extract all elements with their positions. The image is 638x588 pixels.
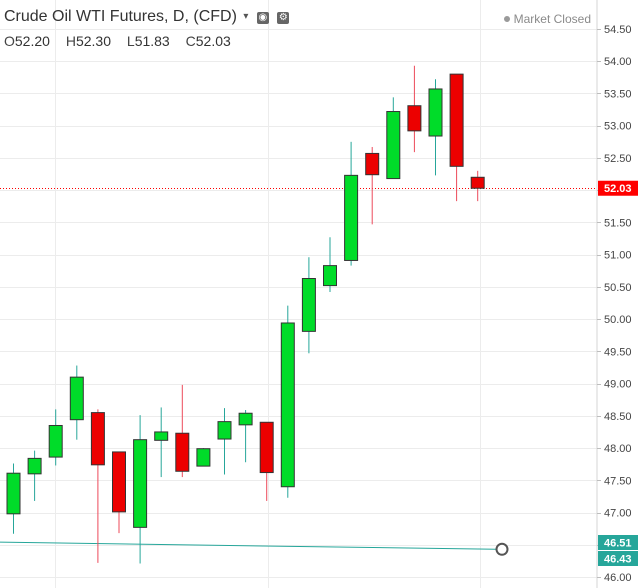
- y-tick-label: 50.50: [604, 282, 632, 294]
- y-tick-label: 47.00: [604, 508, 632, 520]
- y-tick-label: 52.50: [604, 153, 632, 165]
- trend-line[interactable]: [0, 541, 509, 556]
- trend-line-handle[interactable]: [495, 542, 509, 556]
- candle-body: [344, 174, 359, 261]
- market-status: Market Closed: [503, 12, 591, 26]
- low-label: L: [126, 33, 135, 49]
- candle[interactable]: [175, 384, 190, 478]
- candle-body: [112, 451, 126, 513]
- candle[interactable]: [154, 407, 169, 478]
- y-tick-label: 47.50: [604, 475, 632, 487]
- candle[interactable]: [27, 450, 42, 501]
- candle-body: [259, 421, 274, 474]
- y-tick-label: 50.00: [604, 314, 632, 326]
- candle-body: [365, 152, 380, 176]
- chevron-down-icon[interactable]: ▾: [243, 11, 249, 22]
- candle-body: [323, 265, 337, 287]
- candle[interactable]: [386, 97, 401, 180]
- y-tick-label: 53.00: [604, 121, 632, 133]
- candle[interactable]: [217, 408, 232, 475]
- trendline-label-bottom-text: 46.43: [604, 554, 632, 566]
- price-labels: 52.03 46.51 46.43: [598, 180, 638, 566]
- candle-body: [90, 412, 105, 466]
- last-price-label-bg: [598, 180, 638, 196]
- low-value: 51.83: [134, 33, 170, 49]
- chart-title: Crude Oil WTI Futures, D, (CFD): [4, 8, 237, 25]
- candle[interactable]: [133, 415, 148, 564]
- candle[interactable]: [259, 421, 274, 501]
- y-tick-label: 48.50: [604, 411, 632, 423]
- candle[interactable]: [90, 409, 105, 563]
- candle-body: [48, 424, 63, 458]
- y-tick-label: 48.00: [604, 443, 632, 455]
- open-value: 52.20: [14, 33, 50, 49]
- candle-body: [280, 322, 295, 488]
- trendline-label-top: 46.51: [598, 535, 638, 550]
- ohlc-values: O52.20 H52.30 L51.83 C52.03: [4, 33, 243, 49]
- candle-body: [449, 73, 464, 167]
- candle-body: [6, 472, 21, 515]
- open-label: O: [4, 33, 15, 49]
- close-label: C: [185, 33, 196, 49]
- candle[interactable]: [69, 365, 84, 440]
- status-dot-icon: [503, 16, 510, 22]
- candle[interactable]: [112, 451, 126, 534]
- candle[interactable]: [323, 237, 337, 293]
- eye-icon[interactable]: ◉: [256, 12, 269, 24]
- candle[interactable]: [238, 410, 253, 463]
- grid: [0, 0, 597, 588]
- y-tick-label: 46.00: [604, 572, 632, 584]
- y-tick-label: 51.50: [604, 217, 632, 229]
- candle[interactable]: [301, 257, 316, 354]
- candle-body: [27, 457, 42, 475]
- y-tick-label: 54.50: [604, 24, 632, 36]
- candle-body: [386, 111, 401, 180]
- candle-body: [470, 176, 485, 189]
- trendline-label-top-bg: [598, 535, 638, 550]
- market-status-text: Market Closed: [513, 12, 591, 26]
- trendline-label-bottom-bg: [598, 551, 638, 566]
- candle-body: [407, 105, 422, 132]
- candle[interactable]: [407, 65, 422, 153]
- trend-line-segment[interactable]: [0, 541, 497, 550]
- y-tick-label: 53.50: [604, 88, 632, 100]
- candle-body: [217, 421, 232, 440]
- candle[interactable]: [48, 409, 63, 466]
- candle[interactable]: [196, 448, 211, 467]
- candle-body: [154, 431, 169, 441]
- candle[interactable]: [365, 146, 380, 225]
- candle-body: [69, 376, 84, 421]
- candle[interactable]: [280, 305, 295, 498]
- candle-body: [133, 439, 148, 528]
- high-label: H: [65, 33, 76, 49]
- chart-legend: Crude Oil WTI Futures, D, (CFD) ▾ ◉ ⚙: [4, 8, 290, 26]
- candle-body: [196, 448, 211, 467]
- y-tick-label: 49.00: [604, 379, 632, 391]
- close-value: 52.03: [195, 33, 231, 49]
- candles[interactable]: [6, 65, 485, 564]
- trendline-label-top-text: 46.51: [604, 538, 632, 550]
- gear-icon[interactable]: ⚙: [277, 12, 290, 24]
- candle-body: [175, 432, 190, 472]
- candle[interactable]: [344, 141, 359, 266]
- high-value: 52.30: [75, 33, 111, 49]
- candle[interactable]: [428, 79, 443, 176]
- candle-body: [428, 88, 443, 137]
- candle[interactable]: [470, 170, 485, 202]
- trendline-label-bottom: 46.43: [598, 551, 638, 566]
- candle-body: [238, 412, 253, 426]
- candle-body: [301, 278, 316, 332]
- y-tick-label: 54.00: [604, 56, 632, 68]
- candle[interactable]: [449, 73, 464, 202]
- y-tick-label: 49.50: [604, 346, 632, 358]
- y-tick-label: 51.00: [604, 250, 632, 262]
- last-price-label-text: 52.03: [604, 183, 632, 195]
- last-price-label: 52.03: [598, 180, 638, 196]
- price-axis[interactable]: 46.00 47.00 47.50 48.00 48.50 49.00 49.50 50.00…: [597, 24, 632, 584]
- candle[interactable]: [6, 463, 21, 534]
